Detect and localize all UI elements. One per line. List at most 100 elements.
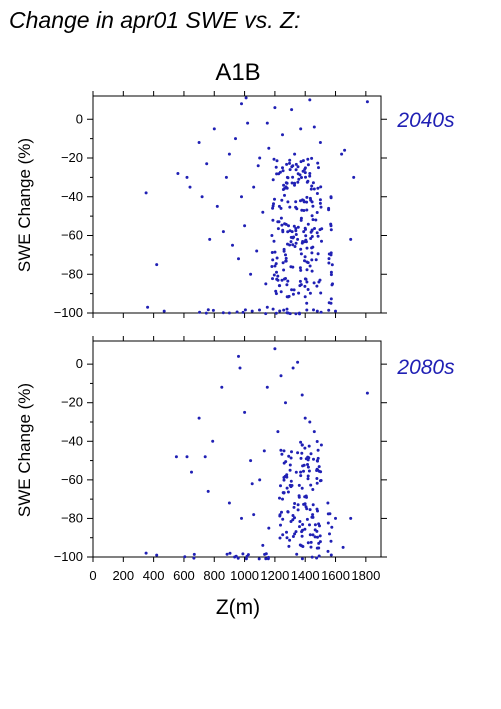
data-point — [278, 309, 282, 313]
data-point — [301, 159, 305, 163]
data-point — [250, 309, 254, 313]
data-point — [315, 231, 319, 235]
data-point — [285, 307, 289, 311]
data-point — [306, 163, 310, 167]
data-point — [297, 291, 301, 295]
data-point — [306, 157, 310, 161]
data-point — [198, 310, 202, 314]
data-point — [246, 121, 250, 125]
data-point — [282, 268, 286, 272]
data-point — [308, 420, 312, 424]
data-point — [285, 486, 289, 490]
data-point — [303, 495, 307, 499]
y-tick-label: −60 — [61, 472, 83, 487]
y-tick-label: −60 — [61, 228, 83, 243]
data-point — [308, 291, 312, 295]
data-point — [329, 253, 333, 257]
data-point — [267, 526, 271, 530]
data-point — [274, 292, 278, 296]
data-point — [319, 205, 323, 209]
data-point — [296, 180, 300, 184]
data-point — [316, 186, 320, 190]
data-point — [313, 523, 317, 527]
data-point — [312, 457, 315, 461]
data-point — [274, 289, 278, 293]
data-point — [285, 536, 289, 540]
x-tick-label: 1200 — [260, 568, 289, 583]
data-point — [313, 528, 317, 532]
data-point — [301, 528, 304, 532]
data-point — [307, 469, 311, 473]
data-point — [306, 474, 310, 478]
data-point — [228, 551, 232, 555]
data-point — [299, 218, 303, 222]
data-point — [224, 175, 228, 179]
data-point — [329, 228, 333, 232]
data-point — [288, 168, 292, 172]
data-point — [299, 247, 303, 251]
y-axis: 0 −20 −40 −60 −80 −100 — [54, 356, 387, 564]
data-point — [280, 510, 283, 514]
data-point — [299, 474, 303, 478]
data-point — [326, 521, 330, 525]
data-point — [188, 185, 192, 189]
data-point — [309, 230, 313, 234]
data-point — [282, 449, 286, 453]
data-point — [192, 552, 196, 556]
data-point — [303, 277, 307, 281]
data-point — [299, 268, 303, 272]
data-point — [277, 204, 281, 208]
data-point — [287, 224, 290, 228]
data-point — [289, 240, 293, 244]
data-point — [315, 284, 319, 288]
data-point — [236, 556, 240, 560]
data-point — [294, 241, 298, 245]
data-point — [272, 273, 276, 277]
data-point — [311, 503, 315, 507]
data-point — [243, 224, 247, 228]
data-point — [176, 172, 180, 175]
data-point — [311, 204, 315, 208]
data-point — [311, 488, 315, 491]
data-point — [227, 501, 231, 505]
data-point — [319, 185, 323, 189]
data-point — [315, 211, 319, 214]
period-label: 2080s — [396, 356, 455, 379]
y-axis-label: SWE Change (%) — [15, 383, 34, 517]
data-point — [286, 176, 290, 180]
data-point — [334, 309, 337, 313]
data-point — [317, 280, 321, 284]
figure-title: Change in apr01 SWE vs. Z: — [9, 7, 300, 33]
data-point — [206, 308, 210, 312]
data-point — [296, 165, 300, 169]
data-point — [282, 308, 286, 312]
data-point — [274, 262, 278, 266]
data-point — [278, 513, 282, 517]
data-point — [290, 181, 294, 185]
data-point — [297, 494, 301, 498]
data-point — [315, 507, 319, 511]
data-point — [305, 517, 309, 521]
data-point — [308, 98, 312, 102]
data-point — [303, 259, 306, 263]
data-point — [299, 216, 303, 220]
data-point — [286, 510, 290, 514]
data-point — [319, 310, 323, 314]
data-point — [308, 264, 312, 268]
data-point — [258, 308, 261, 312]
data-point — [327, 257, 331, 261]
x-tick-label: 0 — [89, 568, 96, 583]
data-point — [281, 188, 285, 191]
data-point — [310, 214, 314, 218]
data-point — [197, 416, 201, 420]
data-point — [237, 354, 240, 358]
data-point — [302, 463, 306, 467]
data-point — [285, 162, 289, 166]
data-point — [284, 181, 288, 185]
data-point — [264, 282, 268, 286]
data-point — [278, 170, 282, 174]
data-point — [300, 557, 304, 561]
data-point — [312, 187, 316, 191]
data-point — [316, 252, 320, 256]
